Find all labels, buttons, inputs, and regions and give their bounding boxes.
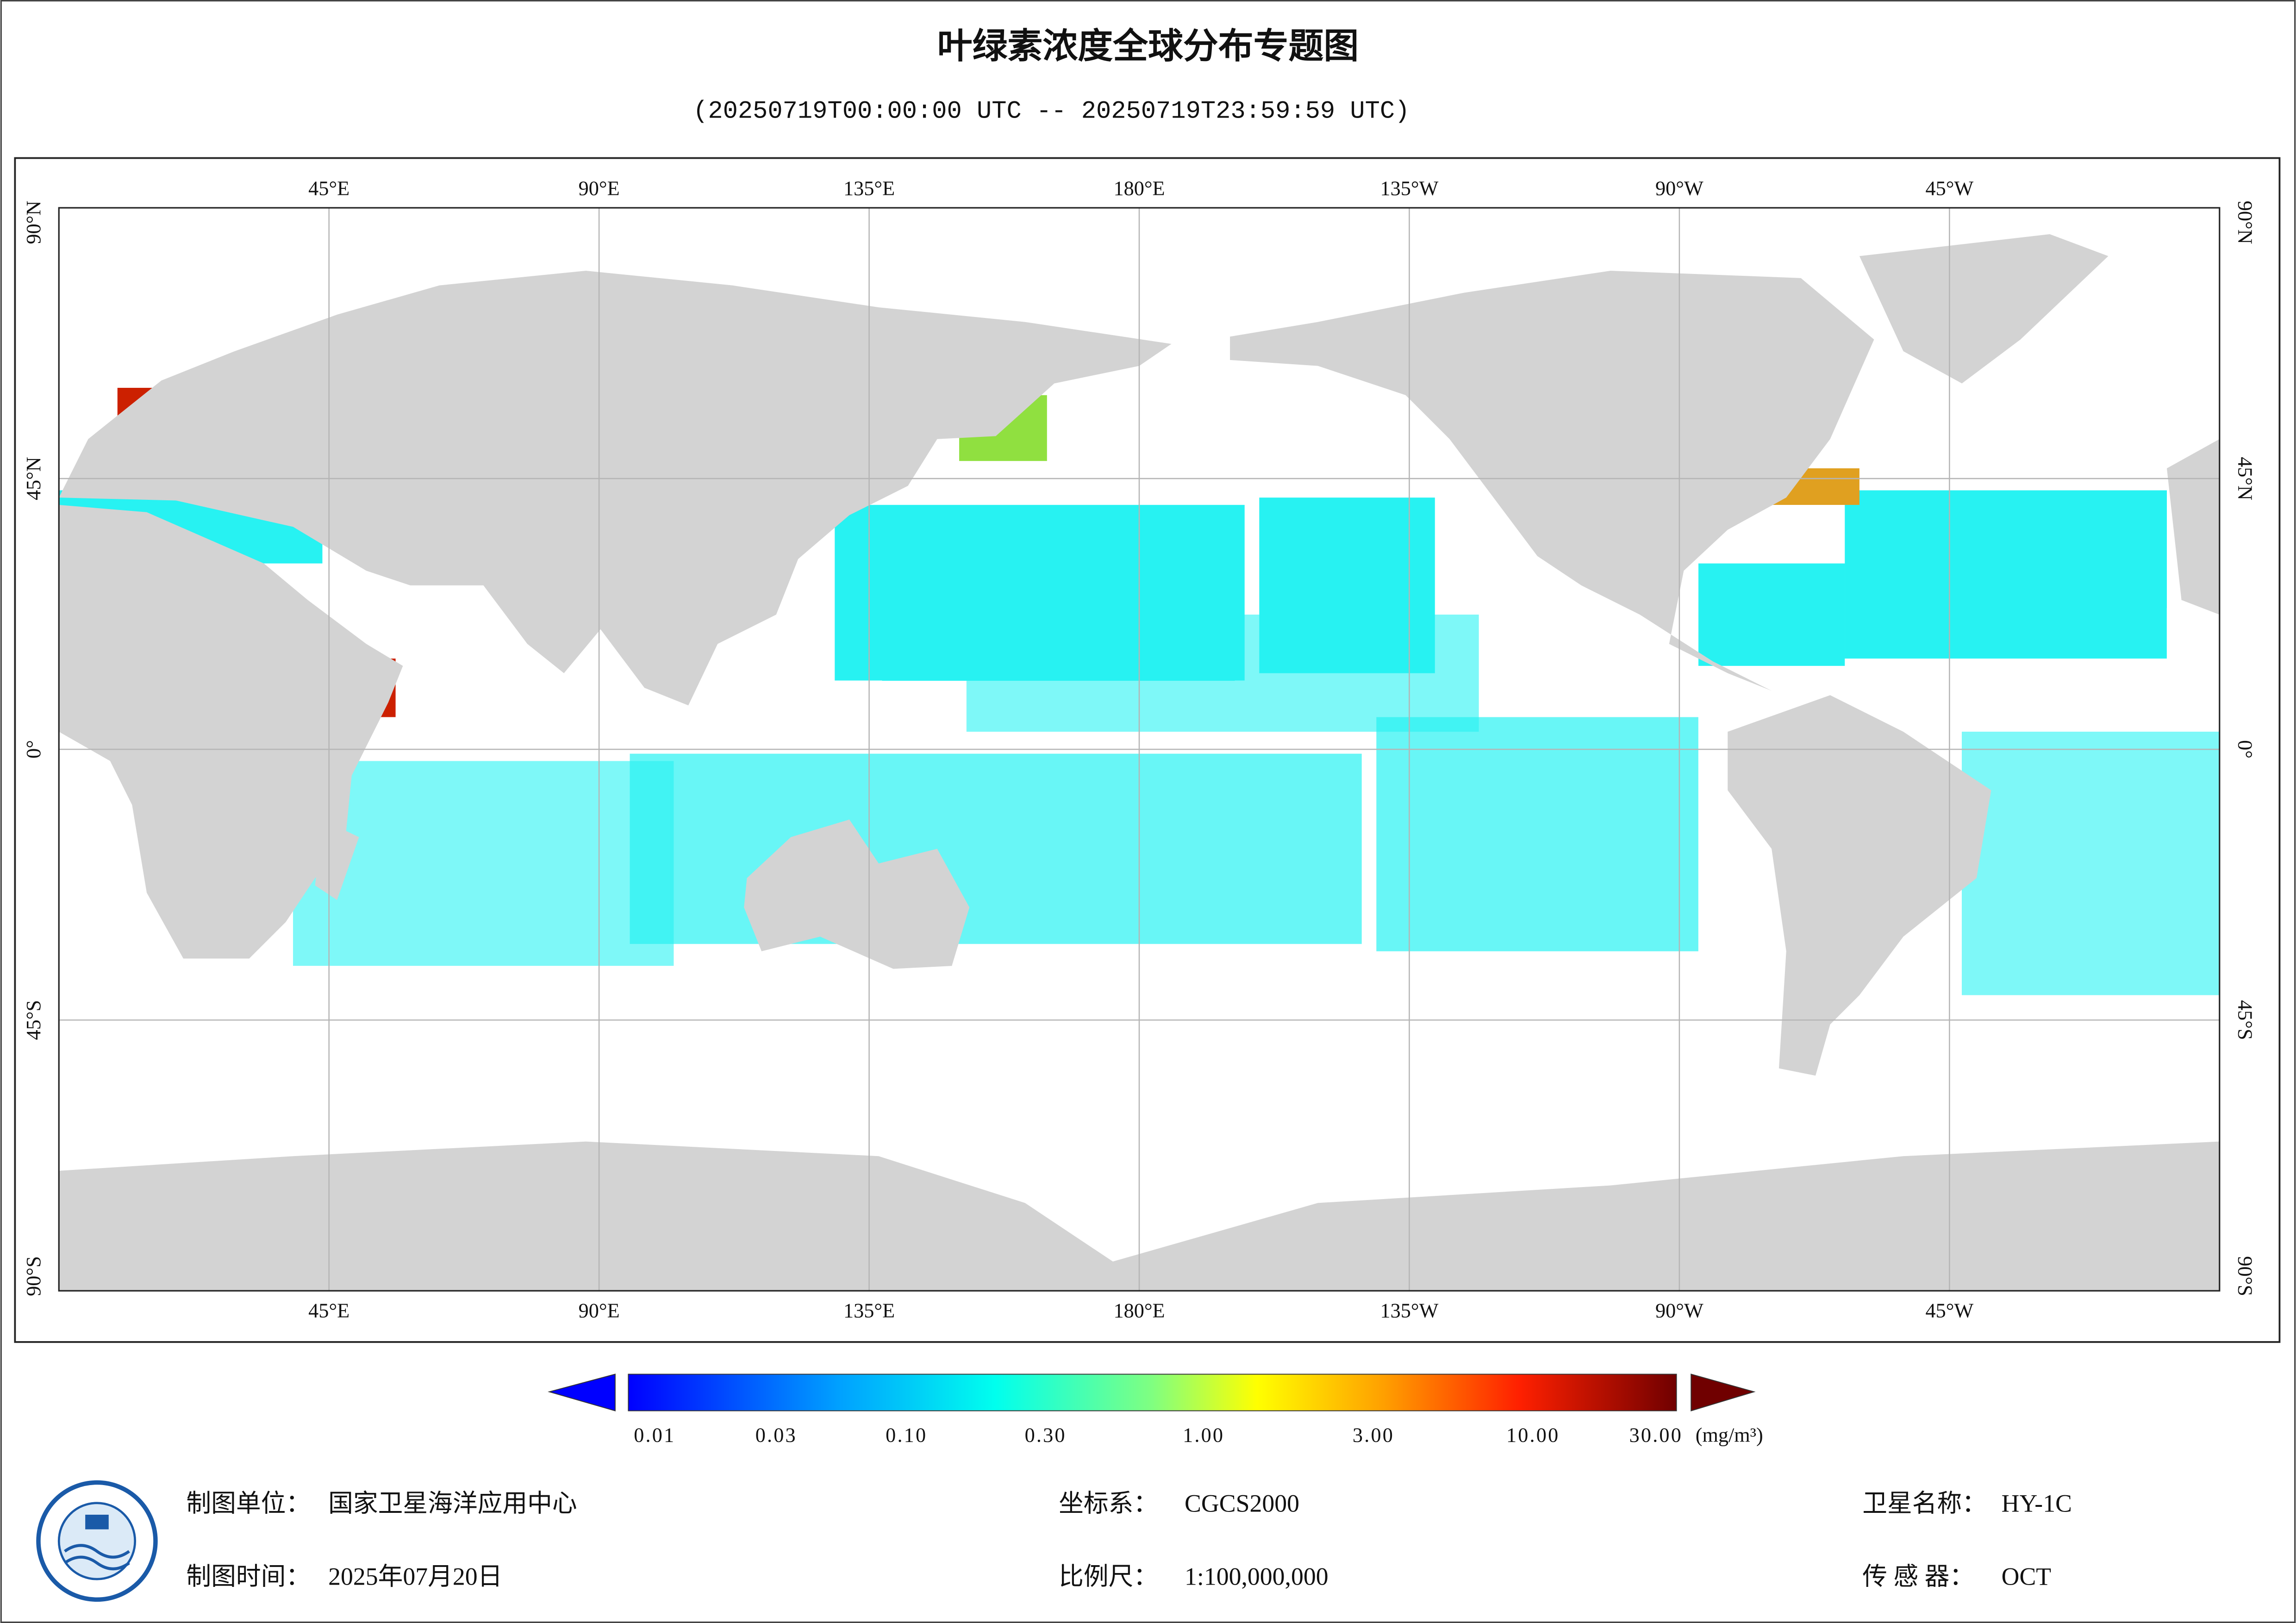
lat-label-right: 45°S (2234, 1000, 2256, 1040)
map-frame (14, 157, 2281, 1343)
map-border (58, 207, 2221, 1292)
footer-value: HY-1C (2002, 1489, 2072, 1517)
lon-label-bottom: 45°E (308, 1300, 349, 1322)
colorbar-label: 1.00 (1183, 1424, 1224, 1447)
lat-label-left: 90°S (22, 1256, 45, 1296)
colorbar-low-arrow (548, 1374, 616, 1412)
graticule (59, 208, 2220, 1291)
subtitle: (20250719T00:00:00 UTC -- 20250719T23:59… (693, 98, 1410, 126)
lon-label-top: 90°E (579, 177, 620, 199)
lon-label-top: 90°W (1655, 177, 1703, 199)
colorbar-label: 0.01 (634, 1424, 675, 1447)
colorbar-ramp (628, 1374, 1677, 1412)
footer-value: CGCS2000 (1185, 1489, 1299, 1517)
footer-value: 2025年07月20日 (328, 1562, 502, 1590)
lon-label-top: 45°E (308, 177, 349, 199)
lon-label-bottom: 135°E (843, 1300, 895, 1322)
colorbar-high-arrow (1691, 1374, 1756, 1412)
lon-label-bottom: 90°W (1655, 1300, 1703, 1322)
lon-label-bottom: 180°E (1113, 1300, 1165, 1322)
map-labels: 45°E 45°E 90°E 90°E 135°E 135°E 180°E 180°E 135°… (22, 177, 2256, 1322)
lon-label-top: 135°E (843, 177, 895, 199)
lon-label-top: 45°W (1925, 177, 1973, 199)
colorbar-label: 0.03 (755, 1424, 797, 1447)
colorbar (548, 1374, 1756, 1412)
lon-label-bottom: 90°E (579, 1300, 620, 1322)
colorbar-label: 3.00 (1353, 1424, 1394, 1447)
colorbar-label: 30.00 (1629, 1424, 1683, 1447)
lon-label-top: 180°E (1113, 177, 1165, 199)
lon-label-bottom: 45°W (1925, 1300, 1973, 1322)
lat-label-left: 90°N (22, 201, 45, 244)
colorbar-labels: 0.01 0.03 0.10 0.30 1.00 3.00 10.00 30.00 (mg/m³… (634, 1424, 1763, 1447)
footer-key: 制图时间： (186, 1562, 311, 1590)
lat-label-left: 45°N (22, 457, 45, 500)
title: 叶绿素浓度全球分布专题图 (937, 25, 1359, 66)
lon-label-top: 135°W (1380, 177, 1439, 199)
footer-key: 制图单位： (186, 1489, 311, 1517)
lat-label-right: 45°N (2234, 457, 2256, 500)
lat-label-right: 0° (2234, 740, 2256, 759)
footer-value: OCT (2002, 1562, 2052, 1590)
colorbar-label: 10.00 (1506, 1424, 1560, 1447)
colorbar-unit: (mg/m³) (1696, 1424, 1763, 1447)
footer-value: 国家卫星海洋应用中心 (328, 1489, 577, 1517)
lat-label-right: 90°N (2234, 201, 2256, 244)
footer-key: 比例尺： (1059, 1562, 1158, 1590)
logo (36, 1480, 158, 1602)
footer-key: 卫星名称： (1862, 1489, 1987, 1517)
chlorophyll-coverage (59, 490, 2220, 995)
footer-key: 坐标系： (1059, 1489, 1158, 1517)
footer-value: 1:100,000,000 (1185, 1562, 1329, 1590)
lat-label-right: 90°S (2234, 1256, 2256, 1296)
colorbar-label: 0.10 (886, 1424, 927, 1447)
lat-label-left: 0° (22, 740, 45, 759)
map (59, 208, 2220, 1291)
footer-key: 传 感 器： (1862, 1562, 1974, 1590)
lat-label-left: 45°S (22, 1000, 45, 1040)
colorbar-label: 0.30 (1025, 1424, 1067, 1447)
lon-label-bottom: 135°W (1380, 1300, 1439, 1322)
